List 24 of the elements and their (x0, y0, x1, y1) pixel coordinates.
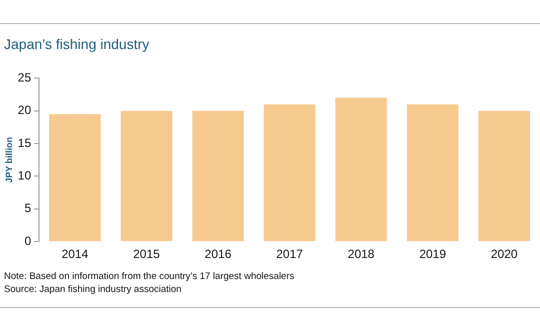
bar (49, 114, 101, 242)
x-tick-label: 2020 (490, 247, 518, 262)
bar (264, 104, 316, 242)
text: Note: Based on information from the country’s 17 largest wholesalers (4, 270, 294, 283)
y-tick-label: 0 (24, 234, 32, 248)
source-note: Source: Japan fishing industry association (4, 283, 182, 296)
bar (406, 104, 458, 242)
y-tick-label: 15 (18, 136, 32, 150)
y-tick-label: 10 (18, 168, 32, 183)
bar (120, 110, 172, 242)
y-tick-label: 25 (18, 70, 32, 85)
bar (335, 98, 387, 242)
y-tick-label: 20 (18, 103, 32, 118)
bar (478, 110, 530, 242)
x-tick-label: 2019 (419, 247, 446, 262)
bar (192, 110, 244, 242)
x-tick-label: 2017 (276, 247, 304, 262)
chart-title: Japan’s fishing industry (4, 36, 150, 52)
x-tick-label: 2014 (62, 247, 89, 262)
x-tick-label: 2018 (348, 247, 375, 262)
y-tick-label: 5 (24, 201, 32, 216)
x-tick-label: 2016 (204, 247, 232, 262)
x-tick-label: 2015 (133, 247, 160, 262)
y-axis-title: JPY billion (4, 136, 14, 183)
